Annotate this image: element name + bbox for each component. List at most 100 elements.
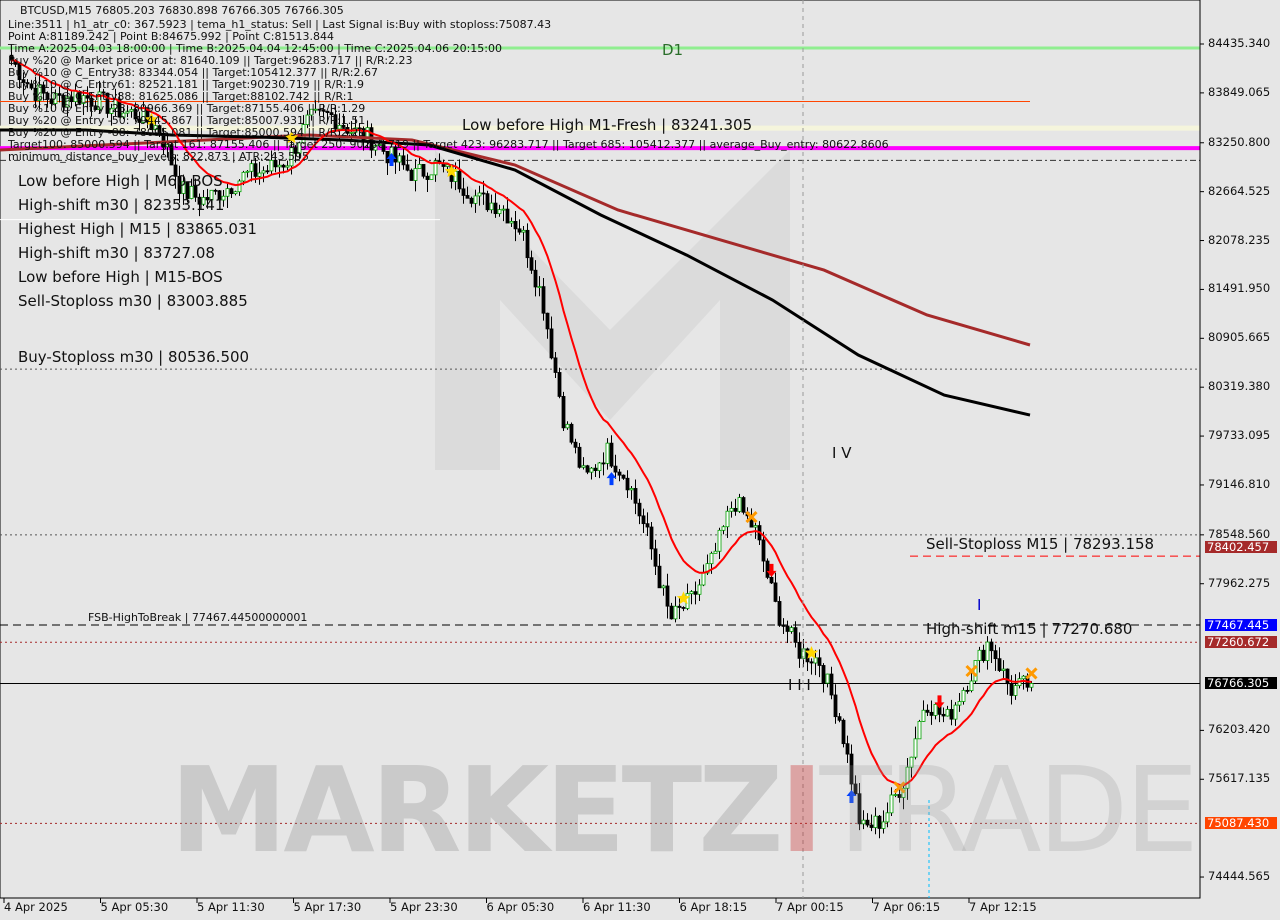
- candle-body: [617, 471, 622, 476]
- candle-body: [329, 112, 334, 116]
- candle-body: [53, 93, 58, 104]
- watermark-logo: [435, 150, 790, 470]
- candle-body: [177, 175, 182, 194]
- candle-body: [121, 112, 126, 118]
- candle-body: [997, 658, 1002, 671]
- candle-body: [185, 181, 190, 199]
- candle-body: [589, 467, 594, 473]
- candle-body: [517, 228, 522, 233]
- candle-body: [965, 689, 970, 692]
- candle-body: [249, 163, 254, 172]
- candle-body: [457, 170, 462, 190]
- candle-body: [669, 605, 674, 620]
- candle-body: [601, 462, 606, 465]
- candle-body: [665, 585, 670, 607]
- x-tick-label: 7 Apr 00:15: [776, 900, 844, 914]
- candle-body: [593, 467, 598, 471]
- candle-body: [477, 192, 482, 197]
- candle-body: [505, 208, 510, 224]
- candle-body: [677, 605, 682, 608]
- candle-body: [305, 114, 310, 125]
- candle-body: [877, 815, 882, 829]
- candle-body: [649, 526, 654, 550]
- candle-body: [953, 704, 958, 720]
- candle-body: [401, 155, 406, 166]
- candle-body: [17, 63, 22, 81]
- x-tick-label: 6 Apr 05:30: [486, 900, 555, 914]
- candle-body: [397, 155, 402, 163]
- candle-body: [209, 189, 214, 201]
- candle-body: [109, 107, 114, 114]
- candle-body: [29, 83, 34, 89]
- candle-body: [245, 170, 250, 173]
- y-tick-label: 74444.565: [1208, 869, 1271, 884]
- signal-star-icon: [144, 112, 159, 126]
- candle-body: [529, 257, 534, 271]
- info-line: Point A:81189.242 | Point B:84675.992 | …: [8, 30, 334, 43]
- candle-body: [445, 164, 450, 167]
- candle-body: [565, 423, 570, 429]
- candle-body: [789, 627, 794, 632]
- candle-body: [309, 108, 314, 116]
- candle-body: [277, 164, 282, 168]
- y-tick-label: 83250.800: [1208, 134, 1271, 149]
- candle-body: [425, 175, 430, 180]
- candle-body: [461, 188, 466, 196]
- candle-body: [101, 91, 106, 94]
- candle-body: [281, 164, 286, 168]
- watermark-i: I: [779, 741, 824, 879]
- signal-x-icon: [1025, 667, 1038, 680]
- y-tick-label: 82078.235: [1208, 232, 1271, 247]
- candle-body: [377, 144, 382, 147]
- candle-body: [689, 591, 694, 595]
- ma-brown-line: [0, 133, 1031, 347]
- candle-body: [193, 186, 198, 198]
- candle-body: [69, 96, 74, 103]
- candle-body: [285, 165, 290, 168]
- signal-star-icon: [676, 591, 691, 605]
- candle-body: [421, 164, 426, 177]
- candle-body: [381, 144, 386, 152]
- candle-body: [797, 641, 802, 659]
- candle-body: [189, 186, 194, 199]
- label-high-shift-m30-top: High-shift m30 | 83727.08: [18, 244, 215, 262]
- candle-body: [469, 197, 474, 204]
- candle-body: [165, 144, 170, 148]
- candle-body: [765, 560, 770, 578]
- symbol-line: BTCUSD,M15 76805.203 76830.898 76766.305…: [20, 4, 344, 17]
- wave-label-iii: I I I: [788, 676, 811, 694]
- candle-body: [41, 84, 46, 94]
- label-buy-stoploss-m30: Buy-Stoploss m30 | 80536.500: [18, 348, 250, 366]
- candle-body: [909, 756, 914, 768]
- x-tick-label: 5 Apr 05:30: [100, 900, 169, 914]
- candle-body: [1021, 675, 1026, 680]
- candle-body: [793, 627, 798, 643]
- info-line: Buy %20 @ Market price or at: 81640.109 …: [8, 54, 413, 67]
- candle-body: [513, 221, 518, 230]
- x-tick-label: 7 Apr 12:15: [969, 900, 1037, 914]
- label-fsb-high-to-break: FSB-HighToBreak | 77467.44500000001: [88, 611, 308, 624]
- candle-body: [61, 94, 66, 108]
- candle-body: [541, 286, 546, 314]
- candle-body: [205, 197, 210, 201]
- candle-body: [1013, 685, 1018, 696]
- candle-body: [217, 190, 222, 201]
- candle-body: [549, 328, 554, 359]
- candle-body: [81, 95, 86, 104]
- candle-body: [473, 195, 478, 204]
- candle-body: [653, 548, 658, 567]
- label-m15-bos: Low before High | M15-BOS: [18, 268, 223, 286]
- candle-body: [849, 753, 854, 785]
- candle-body: [521, 229, 526, 233]
- label-m60-bos: Low before High | M60-BOS: [18, 172, 223, 190]
- wave-label-i: I: [977, 596, 982, 614]
- candle-body: [169, 144, 174, 166]
- label-d1: D1: [662, 41, 684, 59]
- candle-body: [817, 657, 822, 666]
- candle-body: [929, 711, 934, 716]
- candle-body: [409, 169, 414, 181]
- signal-star-icon: [804, 646, 819, 659]
- candle-body: [993, 650, 998, 660]
- candle-body: [777, 601, 782, 626]
